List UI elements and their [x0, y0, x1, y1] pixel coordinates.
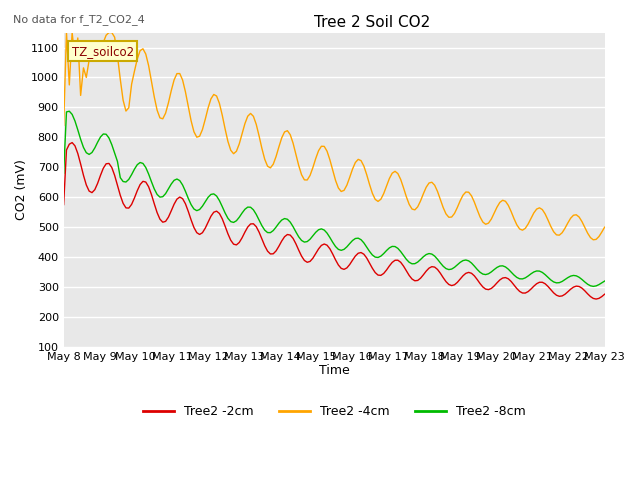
- Title: Tree 2 Soil CO2: Tree 2 Soil CO2: [314, 15, 430, 30]
- X-axis label: Time: Time: [319, 364, 349, 377]
- Y-axis label: CO2 (mV): CO2 (mV): [15, 159, 28, 220]
- Text: TZ_soilco2: TZ_soilco2: [72, 45, 134, 58]
- Legend: Tree2 -2cm, Tree2 -4cm, Tree2 -8cm: Tree2 -2cm, Tree2 -4cm, Tree2 -8cm: [138, 400, 531, 423]
- Text: No data for f_T2_CO2_4: No data for f_T2_CO2_4: [13, 14, 145, 25]
